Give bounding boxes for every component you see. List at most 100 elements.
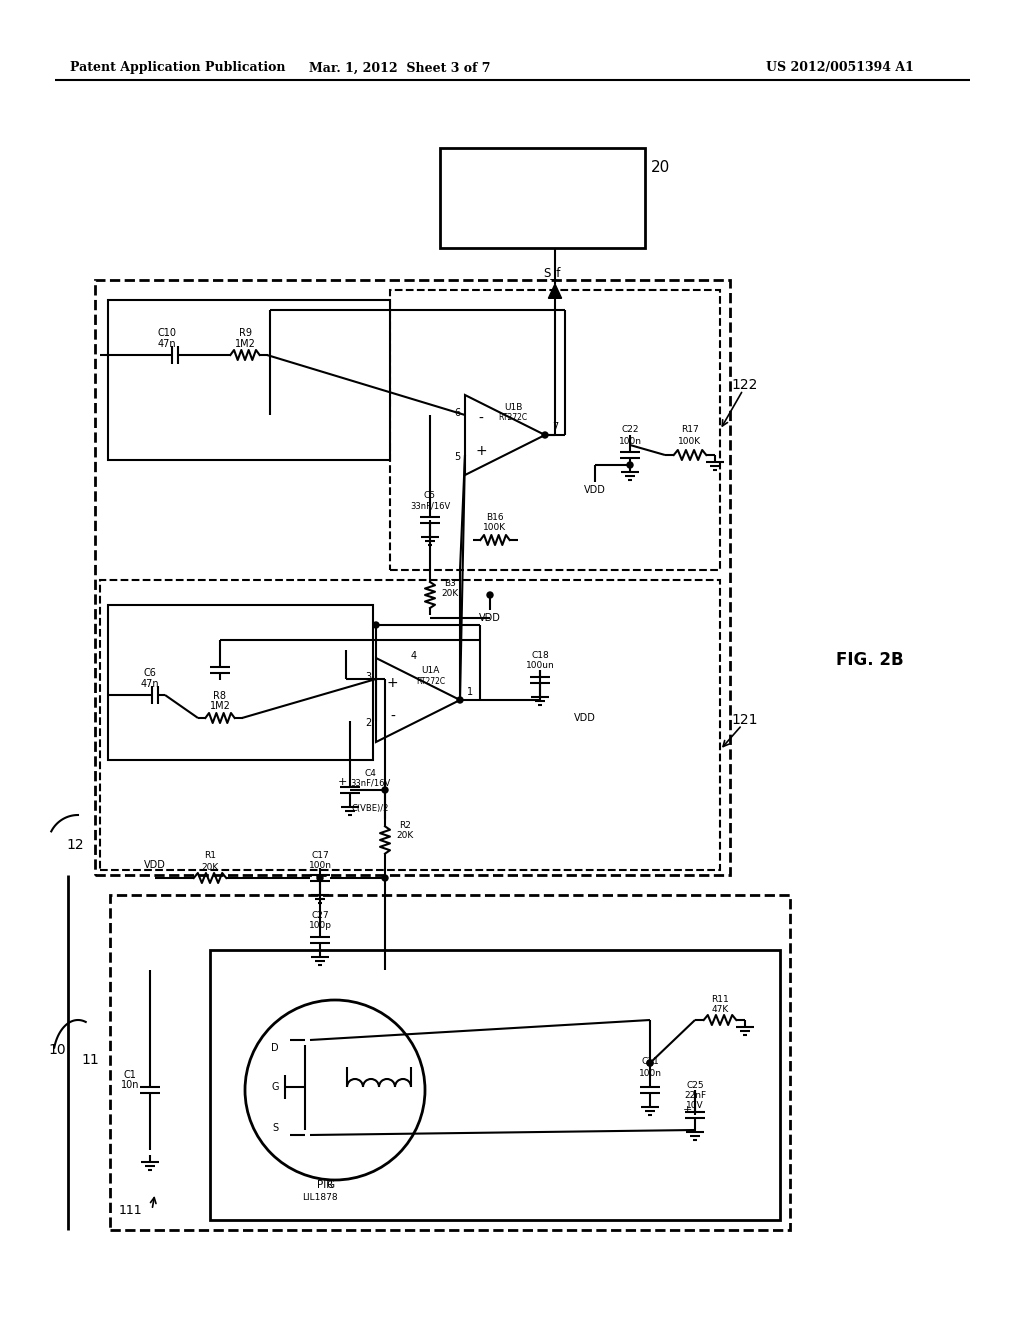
Text: RT272C: RT272C	[416, 677, 445, 685]
Text: 11: 11	[81, 1053, 99, 1067]
Text: +: +	[337, 777, 347, 787]
Text: 47K: 47K	[712, 1006, 729, 1015]
Text: D: D	[271, 1043, 279, 1053]
Bar	[108, 300, 390, 459]
Circle shape	[647, 1060, 653, 1067]
Text: R1: R1	[204, 851, 216, 861]
Text: B3: B3	[444, 578, 456, 587]
Bar	[108, 605, 373, 760]
Text: US 2012/0051394 A1: US 2012/0051394 A1	[766, 62, 914, 74]
Circle shape	[627, 462, 633, 469]
Text: LIL1878: LIL1878	[302, 1193, 338, 1203]
Circle shape	[647, 1060, 653, 1067]
Text: C17: C17	[311, 850, 329, 859]
Text: C25: C25	[686, 1081, 703, 1089]
Circle shape	[382, 787, 388, 793]
Text: 47n: 47n	[140, 678, 160, 689]
Text: 12: 12	[67, 838, 84, 851]
Text: +: +	[387, 676, 398, 690]
Text: RT272C: RT272C	[499, 412, 527, 421]
Text: 100n: 100n	[639, 1068, 662, 1077]
Text: 121: 121	[732, 713, 758, 727]
Text: 33nF/16V: 33nF/16V	[410, 502, 451, 511]
Text: R17: R17	[681, 425, 698, 434]
Text: C6: C6	[143, 668, 157, 678]
Text: 1: 1	[467, 686, 473, 697]
Circle shape	[245, 1001, 425, 1180]
Text: +: +	[682, 1105, 691, 1115]
Text: C22: C22	[622, 425, 639, 434]
Text: C11: C11	[641, 1057, 658, 1067]
Text: C10: C10	[158, 327, 176, 338]
Text: -: -	[390, 710, 395, 723]
Text: VDD: VDD	[584, 484, 606, 495]
Bar	[110, 895, 790, 1230]
Text: 20: 20	[650, 161, 670, 176]
Text: VDD: VDD	[479, 612, 501, 623]
Text: 20K: 20K	[396, 832, 414, 841]
Text: 2: 2	[365, 718, 371, 729]
Text: R9: R9	[239, 327, 252, 338]
Circle shape	[317, 875, 323, 880]
Bar	[440, 148, 645, 248]
Bar	[95, 280, 730, 875]
Text: 47n: 47n	[158, 339, 176, 348]
Text: 100p: 100p	[308, 921, 332, 931]
Text: C18: C18	[531, 651, 549, 660]
Text: G: G	[326, 1180, 334, 1191]
Text: +: +	[475, 444, 486, 458]
Text: C4: C4	[365, 768, 376, 777]
Bar	[390, 290, 720, 570]
Text: C27: C27	[311, 911, 329, 920]
Text: 5: 5	[454, 451, 460, 462]
Text: FIG. 2B: FIG. 2B	[837, 651, 904, 669]
Text: 1M2: 1M2	[210, 701, 230, 711]
Text: 20K: 20K	[202, 862, 219, 871]
Text: 1M2: 1M2	[234, 339, 255, 348]
Text: S_f: S_f	[544, 267, 561, 280]
Text: C1: C1	[124, 1071, 136, 1080]
Text: 3: 3	[365, 672, 371, 682]
Text: Mar. 1, 2012  Sheet 3 of 7: Mar. 1, 2012 Sheet 3 of 7	[309, 62, 490, 74]
Text: 20K: 20K	[441, 590, 459, 598]
Text: Patent Application Publication: Patent Application Publication	[70, 62, 286, 74]
Text: PIR: PIR	[316, 1180, 333, 1191]
Text: C(VBE)/2: C(VBE)/2	[351, 804, 389, 813]
Text: 33nF/16V: 33nF/16V	[350, 779, 390, 788]
Text: 100un: 100un	[525, 661, 554, 671]
Text: 7: 7	[552, 422, 558, 432]
Text: S: S	[272, 1123, 279, 1133]
Text: 100n: 100n	[618, 437, 641, 446]
Text: 4: 4	[411, 651, 417, 661]
Text: 100K: 100K	[483, 524, 507, 532]
Text: 22nF: 22nF	[684, 1092, 707, 1101]
Polygon shape	[465, 395, 545, 475]
Text: 10V: 10V	[686, 1101, 703, 1110]
Text: G: G	[271, 1082, 279, 1092]
Circle shape	[457, 697, 463, 704]
Text: 100K: 100K	[679, 437, 701, 446]
Text: 10n: 10n	[121, 1080, 139, 1090]
Text: 100n: 100n	[308, 861, 332, 870]
Text: B16: B16	[486, 513, 504, 523]
Polygon shape	[549, 284, 561, 298]
Text: 6: 6	[454, 408, 460, 418]
Text: U1A: U1A	[422, 667, 439, 675]
Text: -: -	[478, 412, 483, 426]
Text: 111: 111	[118, 1204, 141, 1217]
Text: R2: R2	[399, 821, 411, 829]
Text: R11: R11	[711, 995, 729, 1005]
Circle shape	[487, 591, 493, 598]
Text: VDD: VDD	[574, 713, 596, 723]
Text: R8: R8	[213, 690, 226, 701]
Text: C5: C5	[424, 491, 436, 499]
Text: 10: 10	[48, 1043, 66, 1057]
Text: VDD: VDD	[144, 861, 166, 870]
Circle shape	[542, 432, 548, 438]
Circle shape	[373, 622, 379, 628]
Circle shape	[382, 875, 388, 880]
Polygon shape	[376, 657, 460, 742]
Text: U1B: U1B	[504, 403, 522, 412]
Bar	[100, 579, 720, 870]
Bar	[210, 950, 780, 1220]
